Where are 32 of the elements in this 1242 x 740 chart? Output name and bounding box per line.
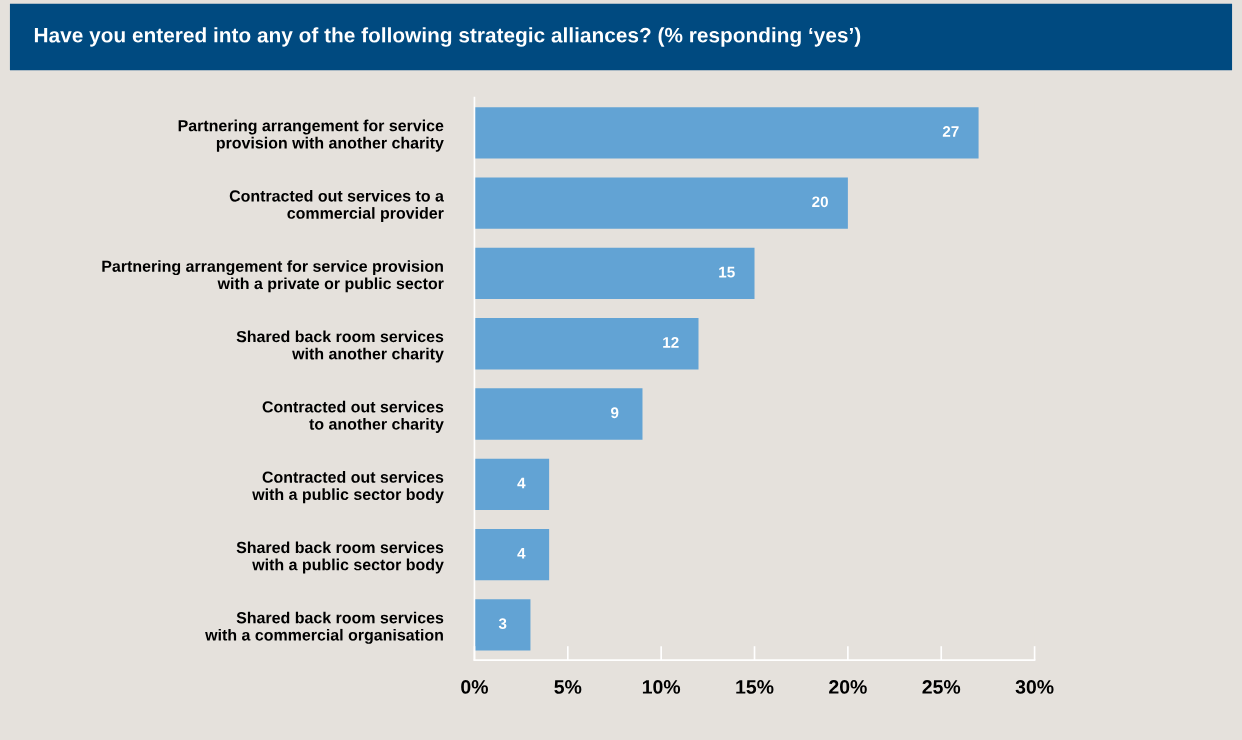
y-tick-label: Shared back room services with a commercial organisation [205, 611, 444, 644]
data-label: 3 [498, 618, 507, 630]
x-tick-label: 15% [736, 680, 774, 694]
bar [474, 247, 755, 300]
bar [474, 458, 550, 510]
x-tick-label: 5% [554, 680, 582, 694]
data-label: 4 [517, 548, 526, 559]
data-label: 20 [812, 196, 828, 208]
y-tick-label: Contracted out services to a commercial provider [229, 189, 445, 222]
y-tick-label: Partnering arrangement for service provision with a private or public sector [102, 260, 444, 293]
data-label: 4 [517, 477, 526, 489]
x-tick-label: 30% [1015, 680, 1054, 694]
x-tick-label: 25% [922, 680, 961, 694]
x-tick-label: 0% [461, 680, 488, 694]
y-tick-label: Partnering arrangement for service provision with another charity [178, 119, 444, 152]
data-label: 12 [663, 337, 679, 348]
bar [474, 388, 643, 440]
data-label: 9 [610, 407, 619, 419]
chart-title: Have you entered into any of the following strategic alliances? (% responding ‘yes’) [34, 27, 861, 47]
x-tick-label: 10% [642, 680, 681, 694]
y-tick-label: Shared back room services with a public sector body [236, 541, 444, 574]
y-tick-label: Contracted out services to another charity [262, 400, 444, 433]
data-label: 27 [942, 126, 959, 137]
x-tick-label: 20% [829, 680, 867, 694]
bar [474, 528, 550, 581]
bar [474, 107, 979, 159]
y-tick-label: Contracted out services with a public sector body [252, 471, 444, 504]
bar [474, 599, 531, 651]
data-label: 15 [719, 266, 735, 278]
bar [474, 318, 699, 370]
y-tick-label: Shared back room services with another charity [236, 330, 444, 363]
bar [474, 177, 848, 229]
